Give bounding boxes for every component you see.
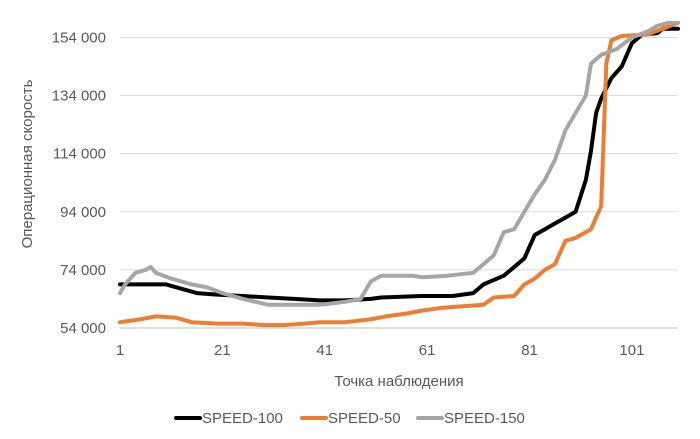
series-line-speed-100	[118, 26, 680, 303]
y-tick-label: 134 000	[52, 88, 106, 105]
series-lines	[118, 20, 680, 328]
y-tick-labels: 54 000 74 000 94 000 114 000 134 000 154 000	[52, 29, 106, 337]
x-tick-label: 21	[214, 342, 231, 359]
y-tick-label: 74 000	[60, 262, 106, 279]
series-line-speed-150	[118, 20, 680, 307]
legend: SPEED-100 SPEED-50 SPEED-150	[174, 410, 525, 427]
legend-label: SPEED-150	[444, 410, 525, 427]
x-tick-label: 61	[419, 342, 436, 359]
y-tick-label: 114 000	[53, 146, 106, 163]
x-axis-title: Точка наблюдения	[334, 373, 463, 390]
x-tick-labels: 1 21 41 61 81 101	[116, 342, 645, 359]
series-line-speed-50	[118, 20, 680, 328]
x-tick-label: 1	[116, 342, 124, 359]
legend-label: SPEED-50	[328, 410, 401, 427]
x-tick-label: 81	[521, 342, 538, 359]
y-tick-label: 94 000	[60, 204, 106, 221]
legend-label: SPEED-100	[202, 410, 283, 427]
x-tick-label: 101	[619, 342, 644, 359]
x-tick-label: 41	[316, 342, 333, 359]
y-tick-label: 154 000	[52, 29, 106, 46]
y-axis-title: Операционная скорость	[19, 79, 36, 248]
y-tick-label: 54 000	[60, 320, 106, 337]
gridlines	[120, 36, 678, 271]
